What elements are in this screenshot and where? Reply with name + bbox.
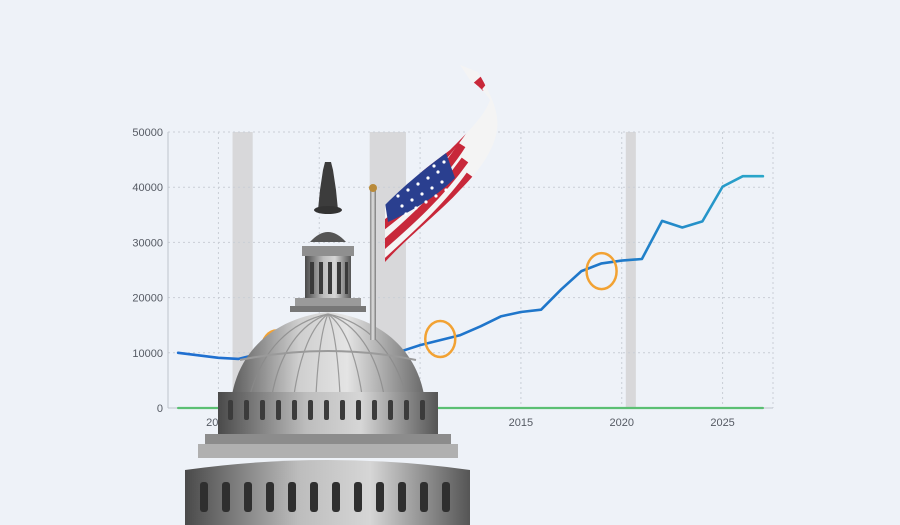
y-tick-label: 40000 [132, 182, 163, 194]
y-tick-label: 0 [157, 403, 163, 415]
recession-band-3 [625, 132, 636, 408]
capitol-dome-image [185, 162, 470, 525]
y-tick-label: 50000 [132, 127, 163, 139]
x-tick-label: 2015 [509, 417, 533, 429]
highlight-marker-2 [424, 319, 457, 359]
y-tick-label: 10000 [132, 348, 163, 360]
y-tick-label: 30000 [132, 237, 163, 249]
highlight-marker-3 [585, 251, 618, 291]
series-line-main [176, 174, 765, 361]
y-axis-ticks: 0 10000 20000 30000 40000 50000 [132, 127, 163, 415]
recession-band-1 [232, 132, 253, 408]
x-tick-label: 2020 [610, 417, 634, 429]
y-tick-label: 20000 [132, 293, 163, 305]
x-tick-label: 2025 [710, 417, 734, 429]
